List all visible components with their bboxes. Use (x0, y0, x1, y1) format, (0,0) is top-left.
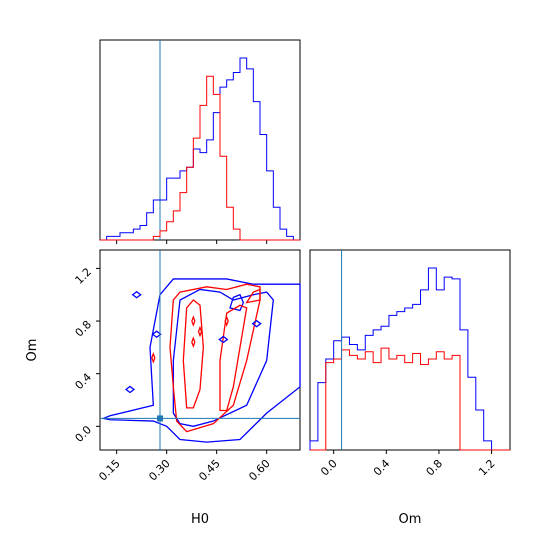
contour-blue-island (251, 319, 262, 328)
om-x-tick-label: 1.2 (476, 457, 498, 479)
panel-h0-hist-frame (99, 39, 301, 241)
h0-hist-red (100, 75, 300, 241)
om-y-tick-label: 0.0 (73, 423, 95, 445)
contour-red-island (151, 352, 156, 364)
contour-blue-island (151, 330, 162, 339)
contour-blue (172, 288, 275, 427)
om-x-axis-label: Om (399, 512, 422, 527)
contour-red (182, 299, 204, 409)
contour-blue-island (131, 290, 142, 299)
h0-x-ticks: 0.15 0.30 0.45 0.60 (96, 450, 273, 483)
om-y-tick-label: 0.8 (73, 318, 95, 340)
om-x-tick-label: 0.4 (371, 457, 393, 479)
contour-red (219, 304, 248, 412)
contour-series (101, 278, 301, 443)
contour-blue-island (218, 335, 229, 344)
contour-red-island (191, 315, 196, 327)
h0-x-tick-label: 0.45 (196, 457, 223, 484)
contour-red-island (191, 336, 196, 348)
om-y-ticks: 0.0 0.4 0.8 1.2 (73, 265, 100, 445)
om-hist-red (310, 347, 510, 451)
contour-red-island (224, 315, 229, 327)
panel-om-histogram: 0.0 0.4 0.8 1.2 Om (309, 249, 511, 527)
h0-hist-series (100, 57, 300, 241)
panel-h0-om-contour: 0.15 0.30 0.45 0.60 0.0 0.4 0.8 1.2 H0 Om (25, 249, 301, 527)
contour-truth-lines (100, 250, 300, 450)
contour-blue (101, 278, 301, 443)
h0-x-tick-label: 0.60 (246, 457, 273, 484)
h0-hist-ticks (116, 240, 268, 244)
om-y-tick-label: 1.2 (73, 265, 95, 287)
panel-h0-histogram (99, 39, 301, 244)
om-x-tick-label: 0.0 (318, 457, 340, 479)
h0-hist-blue (100, 57, 300, 241)
contour-blue (229, 293, 245, 312)
h0-x-axis-label: H0 (191, 512, 209, 527)
om-y-axis-label: Om (25, 339, 40, 362)
h0-x-tick-label: 0.30 (146, 457, 173, 484)
contour-blue-island (124, 385, 136, 394)
om-y-tick-label: 0.4 (73, 371, 95, 393)
panel-om-hist-frame (309, 249, 511, 451)
contour-red (169, 283, 261, 433)
om-hist-series (309, 267, 510, 451)
h0-x-tick-label: 0.15 (96, 457, 123, 484)
om-x-ticks: 0.0 0.4 0.8 1.2 (318, 450, 498, 479)
contour-truth-marker (157, 415, 163, 422)
om-x-tick-label: 0.8 (424, 457, 446, 479)
contour-red-island (197, 325, 203, 338)
contour-red (245, 288, 261, 304)
